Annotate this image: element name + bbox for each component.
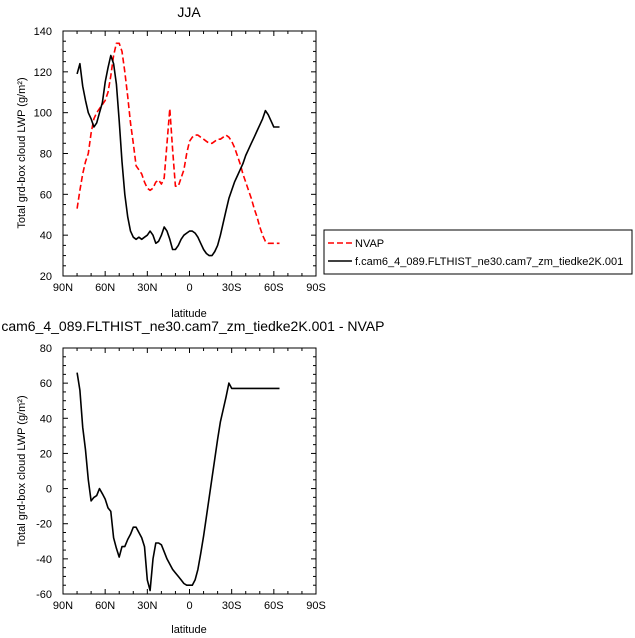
bottom-y-tick-label: 0 bbox=[46, 484, 52, 496]
bottom-x-tick-label: 60N bbox=[95, 600, 115, 612]
top-x-tick-label: 90N bbox=[53, 282, 73, 294]
bottom-y-tick-label: 40 bbox=[40, 413, 52, 425]
bottom-y-axis-label: Total grd-box cloud LWP (g/m²) bbox=[16, 395, 28, 546]
top-x-tick-label: 0 bbox=[186, 282, 192, 294]
top-y-tick-label: 100 bbox=[34, 108, 52, 120]
bottom-x-tick-label: 90S bbox=[306, 600, 326, 612]
top-axis-ticks: 90N 60N 30N 0 30S 60S 90S 20 40 60 80 100 120 140 bbox=[34, 26, 326, 294]
bottom-series-group bbox=[76, 372, 280, 592]
top-y-tick-label: 60 bbox=[40, 189, 52, 201]
top-y-tick-label: 20 bbox=[40, 271, 52, 283]
top-plot-frame bbox=[62, 30, 317, 277]
top-series-group bbox=[76, 42, 280, 257]
top-x-tick-label: 30N bbox=[137, 282, 157, 294]
legend-label-nvap: NVAP bbox=[355, 238, 384, 250]
legend: NVAP f.cam6_4_089.FLTHIST_ne30.cam7_zm_t… bbox=[323, 229, 633, 275]
bottom-y-tick-label: -40 bbox=[36, 554, 52, 566]
top-y-tick-label: 120 bbox=[34, 67, 52, 79]
bottom-y-tick-label: -20 bbox=[36, 519, 52, 531]
bottom-y-tick-label: 80 bbox=[40, 343, 52, 355]
legend-box bbox=[323, 229, 633, 275]
bottom-y-tick-label: 60 bbox=[40, 378, 52, 390]
bottom-x-axis-label: latitude bbox=[171, 624, 206, 636]
top-y-axis-label: Total grd-box cloud LWP (g/m²) bbox=[16, 77, 28, 228]
top-series-line-2 bbox=[76, 54, 280, 257]
bottom-x-tick-label: 90N bbox=[53, 600, 73, 612]
bottom-x-tick-label: 0 bbox=[186, 600, 192, 612]
top-panel: JJA 90N 60N 30N 0 30S 60S 90S 20 40 60 80 100 120 140… bbox=[16, 4, 326, 320]
top-x-tick-label: 30S bbox=[222, 282, 242, 294]
top-y-tick-label: 40 bbox=[40, 230, 52, 242]
top-x-axis-label: latitude bbox=[171, 308, 206, 320]
legend-label-model: f.cam6_4_089.FLTHIST_ne30.cam7_zm_tiedke… bbox=[355, 256, 623, 268]
bottom-series-line-1 bbox=[76, 372, 280, 592]
bottom-chart-title: f.cam6_4_089.FLTHIST_ne30.cam7_zm_tiedke… bbox=[0, 318, 384, 334]
top-x-tick-label: 90S bbox=[306, 282, 326, 294]
top-x-tick-label: 60S bbox=[264, 282, 284, 294]
bottom-y-tick-label: 20 bbox=[40, 448, 52, 460]
bottom-axis-ticks: 90N 60N 30N 0 30S 60S 90S -60 -40 -20 0 20 40 60 80 bbox=[36, 343, 326, 612]
bottom-panel: f.cam6_4_089.FLTHIST_ne30.cam7_zm_tiedke… bbox=[0, 318, 384, 636]
top-y-tick-label: 140 bbox=[34, 26, 52, 38]
bottom-x-tick-label: 30S bbox=[222, 600, 242, 612]
bottom-x-tick-label: 30N bbox=[137, 600, 157, 612]
top-chart-title: JJA bbox=[177, 4, 201, 20]
top-series-line-1 bbox=[76, 42, 280, 245]
bottom-y-tick-label: -60 bbox=[36, 589, 52, 601]
bottom-plot-frame bbox=[62, 347, 317, 595]
top-y-tick-label: 80 bbox=[40, 149, 52, 161]
top-x-tick-label: 60N bbox=[95, 282, 115, 294]
bottom-x-tick-label: 60S bbox=[264, 600, 284, 612]
